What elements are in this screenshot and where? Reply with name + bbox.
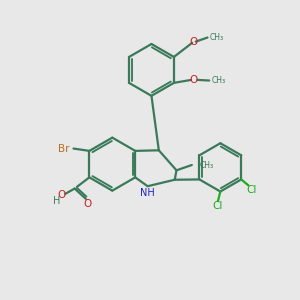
Text: O: O [58, 190, 66, 200]
Text: CH₃: CH₃ [212, 76, 226, 85]
Text: O: O [83, 199, 91, 209]
Text: NH: NH [140, 188, 154, 198]
Text: H: H [53, 196, 60, 206]
Text: Cl: Cl [213, 201, 223, 211]
Text: CH₃: CH₃ [210, 33, 224, 42]
Text: Cl: Cl [247, 185, 257, 195]
Text: O: O [190, 75, 198, 85]
Text: Br: Br [58, 143, 70, 154]
Text: CH₃: CH₃ [200, 160, 214, 169]
Text: O: O [189, 37, 197, 46]
